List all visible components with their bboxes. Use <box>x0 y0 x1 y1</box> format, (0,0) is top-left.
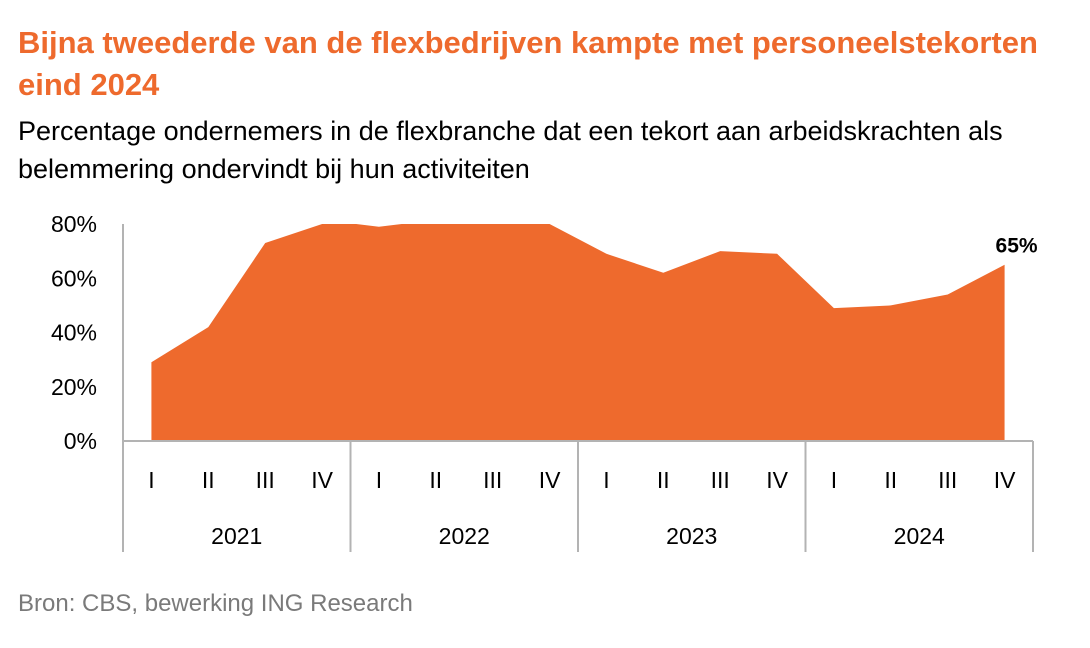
y-tick-label: 0% <box>64 428 97 454</box>
x-tick-label-quarter: II <box>202 467 215 493</box>
data-label-last: 65% <box>996 235 1038 258</box>
x-tick-label-year: 2021 <box>211 523 262 549</box>
x-tick-label-quarter: IV <box>766 467 788 493</box>
x-tick-label-quarter: I <box>148 467 154 493</box>
chart-title: Bijna tweederde van de flexbedrijven kam… <box>18 25 1038 102</box>
x-tick-label-quarter: IV <box>539 467 561 493</box>
x-tick-label-quarter: I <box>603 467 609 493</box>
x-tick-label-quarter: IV <box>994 467 1016 493</box>
chart-subtitle: Percentage ondernemers in de flexbranche… <box>18 116 1003 184</box>
area-series <box>151 224 1005 441</box>
y-tick-label: 60% <box>51 265 97 291</box>
x-tick-label-quarter: I <box>376 467 382 493</box>
x-tick-label-quarter: III <box>938 467 957 493</box>
x-tick-label-year: 2022 <box>439 523 490 549</box>
x-tick-label-quarter: II <box>429 467 442 493</box>
x-tick-label-quarter: III <box>483 467 502 493</box>
x-tick-label-quarter: II <box>884 467 897 493</box>
x-tick-label-quarter: III <box>711 467 730 493</box>
y-tick-label: 80% <box>51 211 97 237</box>
x-tick-label-year: 2023 <box>666 523 717 549</box>
source-note: Bron: CBS, bewerking ING Research <box>18 590 413 617</box>
y-tick-label: 40% <box>51 320 97 346</box>
x-tick-label-quarter: I <box>831 467 837 493</box>
y-tick-label: 20% <box>51 374 97 400</box>
x-tick-label-year: 2024 <box>894 523 945 549</box>
x-tick-label-quarter: II <box>657 467 670 493</box>
x-tick-label-quarter: III <box>256 467 275 493</box>
x-tick-label-quarter: IV <box>311 467 333 493</box>
